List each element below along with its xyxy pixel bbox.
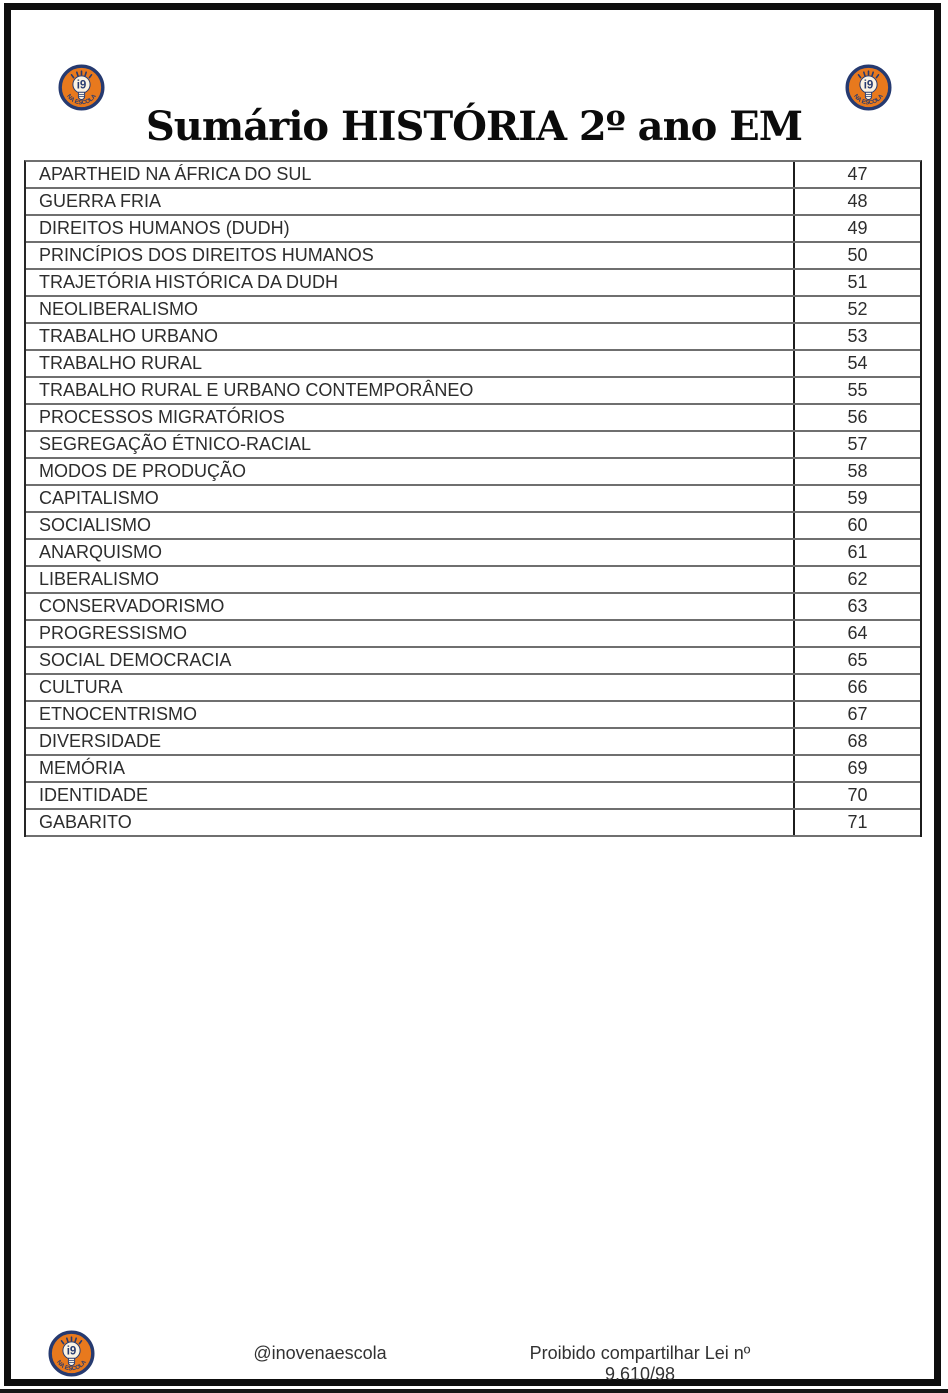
toc-entry-page: 68 (847, 731, 868, 751)
toc-entry-page: 65 (847, 650, 868, 670)
toc-entry-label: LIBERALISMO (26, 567, 795, 592)
toc-entry-page: 69 (847, 758, 868, 778)
toc-entry-page: 51 (847, 272, 868, 292)
toc-entry-label: ETNOCENTRISMO (26, 702, 795, 727)
toc-row: SOCIALISMO 60 (26, 513, 920, 540)
toc-entry-label: PROCESSOS MIGRATÓRIOS (26, 405, 795, 430)
toc-entry-page: 54 (847, 353, 868, 373)
toc-row: IDENTIDADE 70 (26, 783, 920, 810)
toc-entry-label: TRABALHO RURAL E URBANO CONTEMPORÂNEO (26, 378, 795, 403)
toc-entry-label: ANARQUISMO (26, 540, 795, 565)
toc-row: SEGREGAÇÃO ÉTNICO-RACIAL 57 (26, 432, 920, 459)
toc-entry-label: PROGRESSISMO (26, 621, 795, 646)
bulb-rays-icon (60, 1336, 83, 1345)
toc-entry-page: 55 (847, 380, 868, 400)
toc-entry-page: 47 (847, 164, 868, 184)
toc-row: PROCESSOS MIGRATÓRIOS 56 (26, 405, 920, 432)
toc-entry-page: 67 (847, 704, 868, 724)
lightbulb-base-icon (864, 91, 873, 100)
toc-row: LIBERALISMO 62 (26, 567, 920, 594)
i9-logo: i9 NA ESCOLA (48, 1330, 95, 1377)
toc-row: TRAJETÓRIA HISTÓRICA DA DUDH 51 (26, 270, 920, 297)
toc-entry-label: TRAJETÓRIA HISTÓRICA DA DUDH (26, 270, 795, 295)
toc-row: SOCIAL DEMOCRACIA 65 (26, 648, 920, 675)
toc-row: DIREITOS HUMANOS (DUDH) 49 (26, 216, 920, 243)
toc-entry-page: 53 (847, 326, 868, 346)
toc-entry-label: GUERRA FRIA (26, 189, 795, 214)
footer-social-handle: @inovenaescola (253, 1343, 387, 1363)
toc-entry-label: TRABALHO RURAL (26, 351, 795, 376)
toc-row: TRABALHO RURAL 54 (26, 351, 920, 378)
bottom-edge-line (0, 1389, 948, 1393)
toc-entry-label: SOCIALISMO (26, 513, 795, 538)
toc-row: PRINCÍPIOS DOS DIREITOS HUMANOS 50 (26, 243, 920, 270)
toc-entry-label: GABARITO (26, 810, 795, 835)
toc-entry-page: 56 (847, 407, 868, 427)
toc-entry-page: 63 (847, 596, 868, 616)
toc-entry-label: NEOLIBERALISMO (26, 297, 795, 322)
toc-entry-page: 50 (847, 245, 868, 265)
lightbulb-base-icon (67, 1357, 76, 1366)
toc-row: MEMÓRIA 69 (26, 756, 920, 783)
toc-row: PROGRESSISMO 64 (26, 621, 920, 648)
toc-row: CULTURA 66 (26, 675, 920, 702)
toc-entry-page: 48 (847, 191, 868, 211)
page-title: Sumário HISTÓRIA 2º ano EM (145, 102, 803, 150)
toc-entry-page: 57 (847, 434, 868, 454)
toc-entry-page: 52 (847, 299, 868, 319)
toc-entry-page: 58 (847, 461, 868, 481)
logo-i9-text: i9 (77, 80, 87, 92)
logo-i9-text: i9 (67, 1346, 77, 1358)
toc-entry-page: 61 (847, 542, 868, 562)
toc-row: ETNOCENTRISMO 67 (26, 702, 920, 729)
toc-entry-page: 59 (847, 488, 868, 508)
logo-i9-text: i9 (864, 80, 874, 92)
lightbulb-base-icon (77, 91, 86, 100)
toc-entry-label: APARTHEID NA ÁFRICA DO SUL (26, 162, 795, 187)
bulb-rays-icon (70, 70, 93, 79)
toc-entry-page: 70 (847, 785, 868, 805)
toc-entry-label: PRINCÍPIOS DOS DIREITOS HUMANOS (26, 243, 795, 268)
footer-copyright-notice: Proibido compartilhar Lei nº 9.610/98 (529, 1343, 751, 1384)
toc-entry-label: CAPITALISMO (26, 486, 795, 511)
i9-logo: i9 NA ESCOLA (845, 64, 892, 111)
toc-entry-label: DIREITOS HUMANOS (DUDH) (26, 216, 795, 241)
toc-row: NEOLIBERALISMO 52 (26, 297, 920, 324)
toc-entry-label: TRABALHO URBANO (26, 324, 795, 349)
toc-row: APARTHEID NA ÁFRICA DO SUL 47 (26, 162, 920, 189)
toc-table: APARTHEID NA ÁFRICA DO SUL 47 GUERRA FRIA 4… (24, 160, 922, 837)
toc-entry-label: CULTURA (26, 675, 795, 700)
toc-row: TRABALHO URBANO 53 (26, 324, 920, 351)
toc-row: TRABALHO RURAL E URBANO CONTEMPORÂNEO 55 (26, 378, 920, 405)
toc-entry-label: CONSERVADORISMO (26, 594, 795, 619)
toc-entry-label: MODOS DE PRODUÇÃO (26, 459, 795, 484)
toc-row: GABARITO 71 (26, 810, 920, 837)
toc-entry-label: SEGREGAÇÃO ÉTNICO-RACIAL (26, 432, 795, 457)
bulb-rays-icon (857, 70, 880, 79)
toc-row: DIVERSIDADE 68 (26, 729, 920, 756)
toc-entry-label: DIVERSIDADE (26, 729, 795, 754)
toc-entry-label: MEMÓRIA (26, 756, 795, 781)
toc-entry-page: 66 (847, 677, 868, 697)
toc-entry-page: 60 (847, 515, 868, 535)
toc-row: MODOS DE PRODUÇÃO 58 (26, 459, 920, 486)
toc-entry-page: 49 (847, 218, 868, 238)
toc-entry-page: 71 (847, 812, 868, 832)
toc-row: CONSERVADORISMO 63 (26, 594, 920, 621)
toc-row: ANARQUISMO 61 (26, 540, 920, 567)
toc-entry-label: SOCIAL DEMOCRACIA (26, 648, 795, 673)
toc-entry-page: 62 (847, 569, 868, 589)
toc-entry-page: 64 (847, 623, 868, 643)
toc-entry-label: IDENTIDADE (26, 783, 795, 808)
i9-logo: i9 NA ESCOLA (58, 64, 105, 111)
toc-row: CAPITALISMO 59 (26, 486, 920, 513)
toc-row: GUERRA FRIA 48 (26, 189, 920, 216)
